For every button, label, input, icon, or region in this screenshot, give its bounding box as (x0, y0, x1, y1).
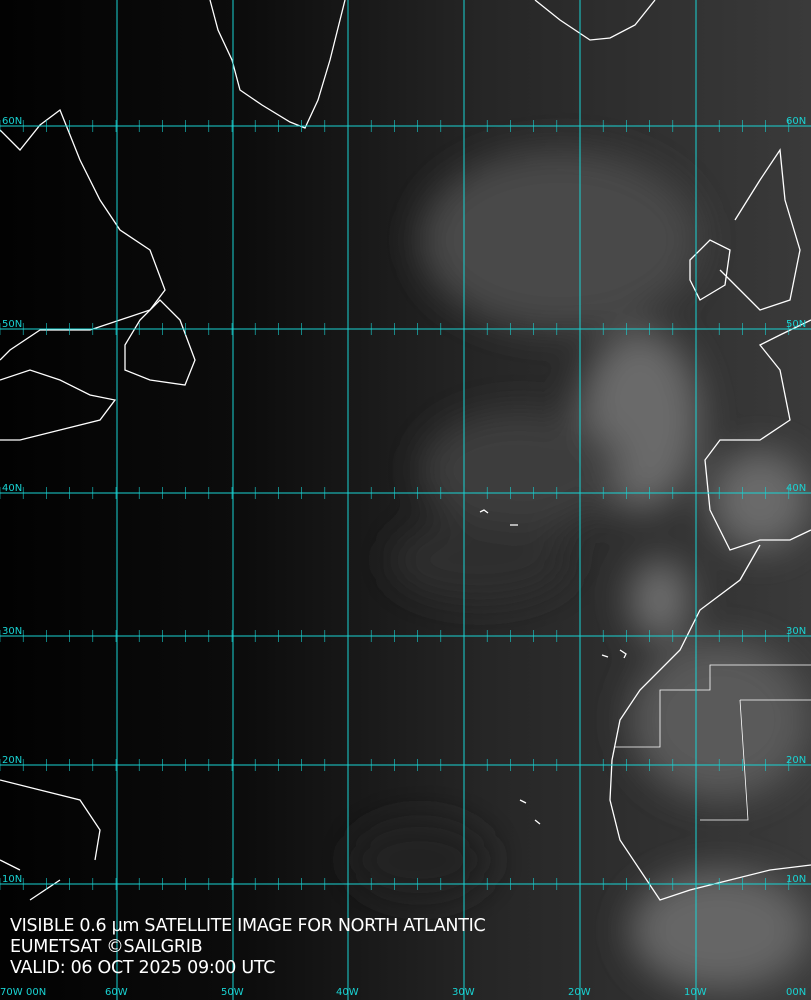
latitude-label-right: 50N (786, 319, 806, 330)
coast-britain (719, 148, 801, 311)
latitude-label-right: 60N (786, 116, 806, 127)
coast-islands (479, 509, 627, 825)
longitude-label: 50W (221, 987, 244, 998)
coast-nova-scotia (0, 369, 117, 441)
latitude-label-right: 10N (786, 874, 806, 885)
coast-ireland (689, 239, 731, 301)
latitude-label-left: 30N (2, 626, 22, 637)
coast-newfoundland (124, 299, 196, 386)
latitude-label-right: 40N (786, 483, 806, 494)
coast-greenland (209, 0, 346, 129)
coast-iceland (534, 0, 656, 41)
longitude-label: 30W (452, 987, 475, 998)
latitude-label-right: 20N (786, 755, 806, 766)
latitude-label-right: 30N (786, 626, 806, 637)
coast-caribbean (0, 779, 101, 901)
caption-valid-time: VALID: 06 OCT 2025 09:00 UTC (10, 958, 276, 978)
latitude-label-left: 50N (2, 319, 22, 330)
caption-source: EUMETSAT ©SAILGRIB (10, 937, 203, 957)
longitude-label: 20W (568, 987, 591, 998)
coast-west-africa (609, 544, 811, 901)
latitude-label-left: 20N (2, 755, 22, 766)
coast-iberia (704, 319, 811, 551)
caption-title: VISIBLE 0.6 µm SATELLITE IMAGE FOR NORTH… (10, 916, 486, 936)
longitude-label: 60W (105, 987, 128, 998)
border-western-sahara (615, 664, 811, 748)
grid-labels: 70W 60W 50W 40W 30W 20W 10W 00N 60N 50N 40N 30N 20N 1… (0, 116, 806, 998)
latitude-label-left: 60N (2, 116, 22, 127)
latitude-label-left: 10N (2, 874, 22, 885)
border-mauritania (700, 699, 811, 821)
longitude-label: 70W (0, 987, 23, 998)
longitude-label: 00N (786, 987, 806, 998)
longitude-label: 40W (336, 987, 359, 998)
longitude-label: 10W (684, 987, 707, 998)
latitude-label-left: 40N (2, 483, 22, 494)
cloud-features (350, 150, 810, 990)
latitude-label-left: 00N (26, 987, 46, 998)
